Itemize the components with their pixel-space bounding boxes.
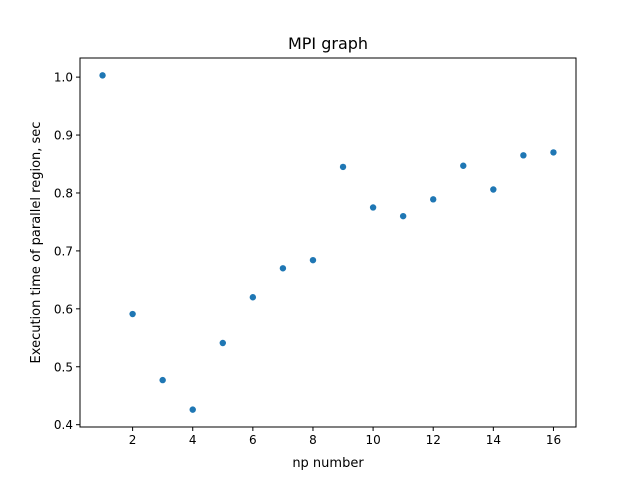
plot-frame	[79, 57, 577, 428]
data-points	[99, 72, 557, 413]
data-point	[99, 72, 106, 79]
x-tick-label: 10	[365, 433, 380, 447]
data-point	[129, 310, 136, 318]
x-tick-label: 8	[309, 433, 317, 447]
data-point	[430, 196, 437, 203]
y-tick-label: 0.5	[54, 360, 73, 374]
data-point	[520, 152, 527, 159]
y-tick-label: 0.7	[54, 244, 73, 258]
data-point	[369, 204, 377, 211]
data-point	[399, 212, 407, 220]
data-point	[550, 149, 557, 156]
data-point	[189, 406, 196, 413]
y-tick-label: 0.9	[54, 129, 73, 143]
x-tick-label: 12	[426, 433, 441, 447]
y-axis-ticks: 0.4 0.5 0.6 0.7 0.8 0.9 1.0	[54, 71, 80, 432]
x-tick-label: 4	[189, 433, 197, 447]
data-point	[460, 162, 467, 169]
data-point	[339, 163, 347, 171]
y-tick-label: 1.0	[54, 71, 73, 85]
data-point	[309, 256, 317, 264]
data-point	[219, 339, 226, 347]
plot-area	[80, 58, 576, 427]
y-tick-label: 0.4	[54, 418, 73, 432]
y-tick-label: 0.8	[54, 186, 73, 200]
data-point	[279, 265, 287, 272]
x-tick-label: 6	[249, 433, 257, 447]
x-axis-ticks: 2 4 6 8 10 12 14 16	[129, 427, 561, 447]
data-point	[249, 294, 257, 301]
x-tick-label: 14	[486, 433, 501, 447]
y-tick-label: 0.6	[54, 302, 73, 316]
x-tick-label: 2	[129, 433, 137, 447]
x-tick-label: 16	[546, 433, 561, 447]
x-axis-label: np number	[292, 456, 364, 471]
chart-title: MPI graph	[288, 34, 368, 53]
data-point	[490, 186, 497, 193]
data-point	[159, 376, 166, 384]
y-axis-label: Execution time of parallel region, sec	[29, 122, 44, 364]
